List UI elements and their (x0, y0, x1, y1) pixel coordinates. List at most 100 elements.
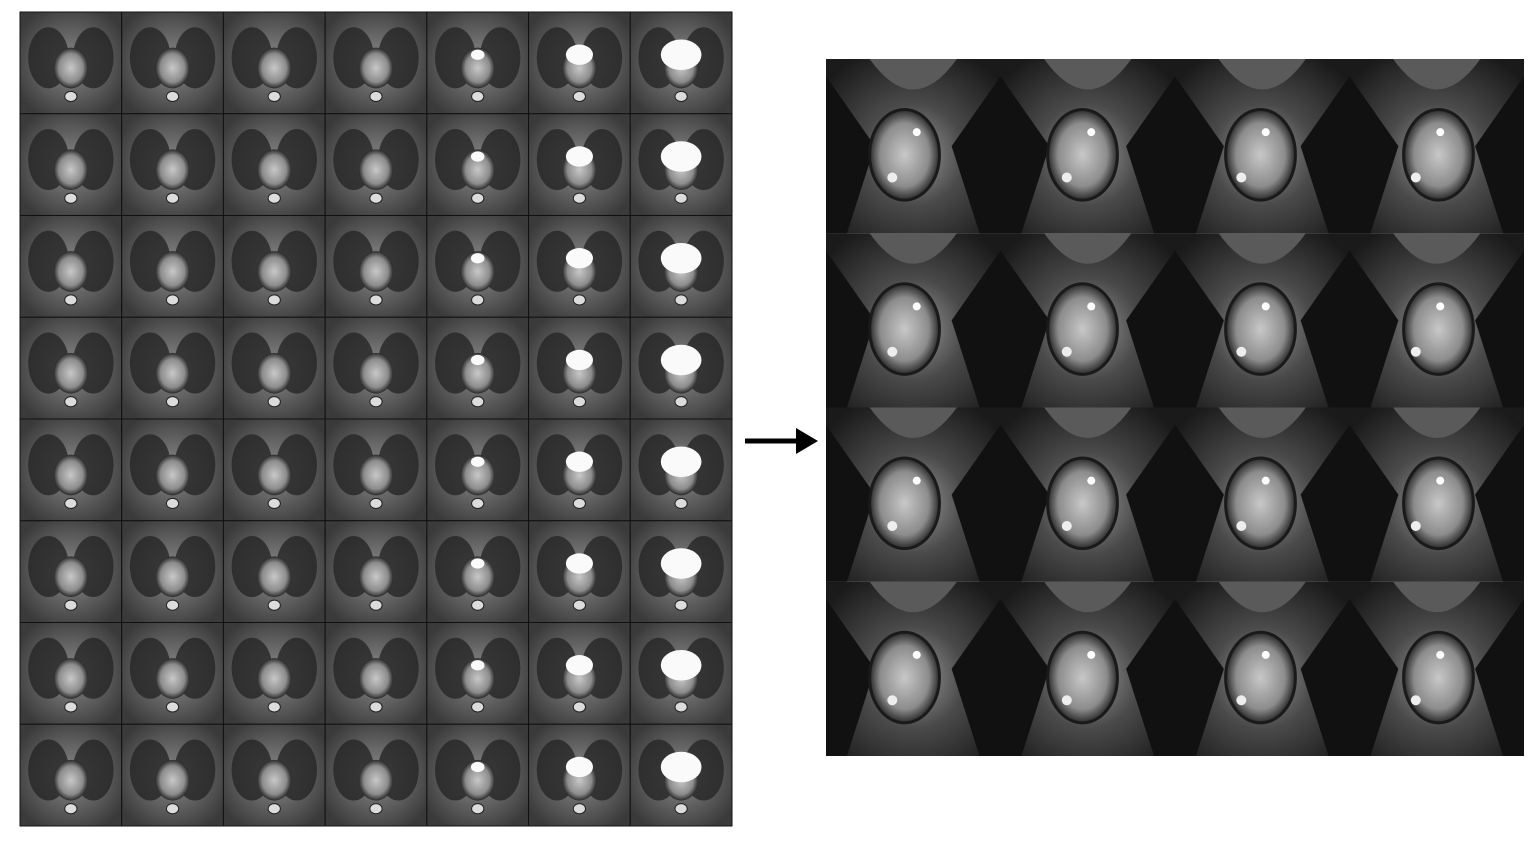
organ (53, 658, 89, 699)
bright-spot (887, 346, 898, 357)
rectum (471, 294, 485, 306)
organ (155, 556, 190, 598)
organ (155, 454, 190, 496)
rectum (674, 90, 688, 103)
mri-crop (826, 407, 1001, 582)
mri-crop (1000, 59, 1175, 234)
rectum (165, 701, 180, 713)
mri-crop (1349, 59, 1524, 234)
muscle-side-left (1000, 424, 1050, 582)
mri-crop (1175, 233, 1350, 408)
mri-slice (426, 723, 530, 827)
bladder (470, 151, 485, 162)
muscle-top (1218, 581, 1306, 613)
bladder (660, 548, 702, 579)
rectum (674, 497, 688, 510)
mri-slice (222, 520, 326, 623)
muscle-side-left (1349, 76, 1399, 234)
muscle-top (1218, 59, 1306, 90)
muscle-top (869, 407, 957, 438)
rectum (471, 192, 485, 204)
muscle-top (1044, 407, 1132, 438)
bright-spot (1436, 650, 1445, 659)
rectum (369, 396, 383, 408)
organ (53, 352, 89, 394)
rectum (369, 90, 383, 103)
muscle-top (869, 233, 957, 264)
bright-spot (1436, 476, 1445, 485)
muscle-top (1393, 233, 1481, 264)
mri-slice (426, 622, 530, 725)
mri-crop (1175, 581, 1350, 756)
rectum (267, 701, 281, 713)
muscle-side-left (1175, 599, 1224, 756)
mri-slice (324, 418, 428, 522)
bladder (470, 761, 485, 773)
rectum (64, 497, 78, 510)
organ (358, 251, 394, 292)
prostate (1402, 282, 1475, 376)
organ (155, 149, 190, 191)
rectum (267, 803, 281, 815)
mri-crop (1000, 407, 1175, 582)
mri-slice (19, 520, 123, 623)
bright-spot (1087, 650, 1096, 659)
bladder (470, 253, 485, 264)
mri-slice (324, 11, 428, 115)
bright-spot (1261, 476, 1270, 485)
organ (460, 759, 496, 801)
rectum (572, 90, 587, 103)
organ (155, 251, 190, 292)
rectum (674, 294, 688, 306)
rectum (572, 497, 587, 510)
muscle-side-right (1300, 424, 1350, 582)
organ (460, 251, 496, 292)
bright-spot (1061, 695, 1072, 706)
muscle-side-left (1000, 250, 1050, 408)
mri-slice (121, 723, 224, 827)
rectum (267, 192, 281, 204)
rectum (64, 396, 78, 408)
arrow-head (796, 428, 818, 454)
prostate (868, 108, 941, 202)
muscle-side-right (1300, 599, 1350, 756)
mri-slice (426, 113, 530, 216)
rectum (572, 192, 587, 204)
mri-slice (222, 622, 326, 725)
mri-slice (222, 316, 326, 420)
bladder (565, 146, 593, 167)
rectum (165, 90, 180, 103)
mri-slice (426, 418, 530, 522)
mri-crop (826, 233, 1001, 408)
bladder (660, 141, 702, 172)
prostate (1402, 630, 1475, 725)
bright-spot (1061, 172, 1072, 183)
bright-spot (1061, 520, 1072, 531)
muscle-side-right (1475, 76, 1524, 234)
organ (460, 149, 496, 191)
bright-spot (1087, 128, 1096, 137)
muscle-side-left (1175, 250, 1224, 408)
rectum (471, 497, 485, 510)
muscle-side-right (1126, 76, 1175, 234)
rectum (267, 396, 281, 408)
mri-slice (19, 215, 123, 318)
muscle-side-right (1475, 424, 1524, 582)
mri-crop (1349, 233, 1524, 408)
bright-spot (1410, 346, 1421, 357)
rectum (572, 294, 587, 306)
bright-spot (1261, 302, 1270, 311)
organ (53, 149, 89, 191)
organ (256, 658, 292, 699)
bladder (470, 49, 485, 60)
bladder (660, 751, 702, 783)
bladder (660, 446, 702, 477)
organ (53, 759, 89, 801)
muscle-top (1044, 233, 1132, 264)
prostate (868, 282, 941, 376)
bright-spot (1236, 172, 1247, 183)
bladder (470, 354, 485, 366)
prostate (1046, 282, 1119, 376)
rectum (64, 90, 78, 103)
bright-spot (1436, 302, 1445, 311)
